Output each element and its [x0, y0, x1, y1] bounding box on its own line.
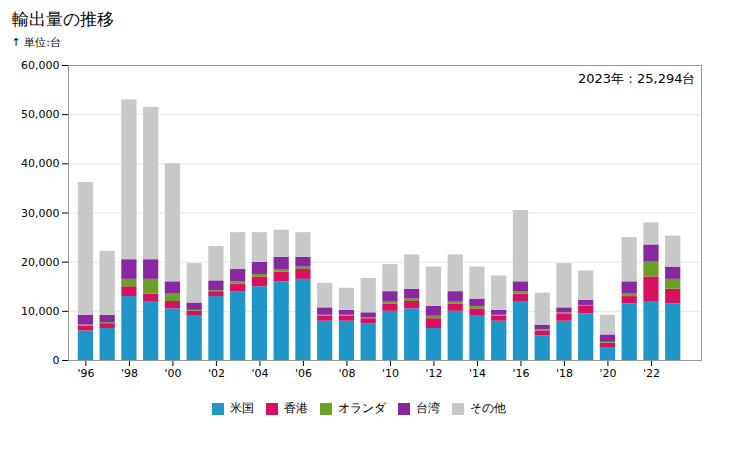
svg-text:'04: '04 — [251, 367, 268, 380]
svg-text:'12: '12 — [425, 367, 442, 380]
svg-text:'16: '16 — [512, 367, 529, 380]
svg-text:'14: '14 — [469, 367, 486, 380]
svg-text:'18: '18 — [556, 367, 573, 380]
svg-text:10,000: 10,000 — [21, 305, 60, 318]
svg-text:0: 0 — [53, 354, 60, 367]
svg-text:'20: '20 — [599, 367, 616, 380]
html-text:オランダ: オランダ — [337, 401, 386, 415]
svg-text:'98: '98 — [121, 367, 138, 380]
svg-text:20,000: 20,000 — [21, 256, 60, 269]
svg-text:'10: '10 — [382, 367, 399, 380]
svg-text:'96: '96 — [77, 367, 94, 380]
svg-text:'22: '22 — [643, 367, 660, 380]
html-text:輸出量の推移: 輸出量の推移 — [12, 9, 114, 29]
html-text:台湾: 台湾 — [415, 401, 440, 415]
svg-text:50,000: 50,000 — [21, 108, 60, 121]
svg-text:2023年：25,294台: 2023年：25,294台 — [578, 71, 696, 86]
svg-text:30,000: 30,000 — [21, 207, 60, 220]
html-text:その他: その他 — [469, 401, 506, 415]
svg-text:'06: '06 — [295, 367, 312, 380]
html-text:香港: 香港 — [283, 401, 308, 415]
svg-text:'02: '02 — [208, 367, 225, 380]
html-text:米国: 米国 — [229, 401, 254, 415]
svg-text:60,000: 60,000 — [21, 59, 60, 72]
svg-text:'08: '08 — [338, 367, 355, 380]
svg-text:40,000: 40,000 — [21, 157, 60, 170]
svg-text:'00: '00 — [164, 367, 181, 380]
svg-text:↑ 単位:台: ↑ 単位:台 — [12, 36, 61, 49]
